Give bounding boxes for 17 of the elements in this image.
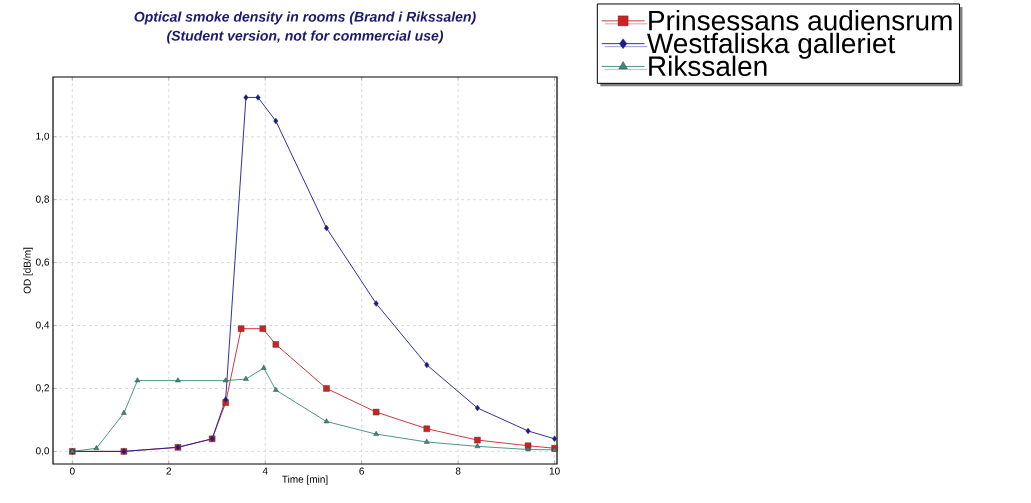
y-tick-label: 0,6	[35, 258, 50, 267]
chart-subtitle: (Student version, not for commercial use)	[167, 30, 444, 44]
x-tick-label: 4	[262, 467, 268, 475]
legend-label: Prinsessans audiensrum	[649, 9, 952, 31]
y-tick-label: 0,4	[35, 321, 50, 330]
x-tick-label: 10	[549, 467, 560, 475]
y-axis-title: OD [dB/m]	[23, 247, 33, 294]
chart-title: Optical smoke density in rooms (Brand i Rikssalen)	[134, 11, 476, 25]
x-tick-label: 0	[69, 467, 75, 475]
y-tick-label: 0,2	[35, 384, 49, 393]
y-tick-label: 0,0	[35, 447, 50, 456]
x-tick-label: 8	[455, 467, 461, 475]
y-tick-label: 0,8	[35, 195, 50, 204]
y-tick-label: 1,0	[36, 132, 50, 141]
x-tick-label: 6	[359, 467, 365, 475]
x-tick-label: 2	[166, 467, 172, 475]
x-axis-title: Time [min]	[282, 475, 328, 485]
